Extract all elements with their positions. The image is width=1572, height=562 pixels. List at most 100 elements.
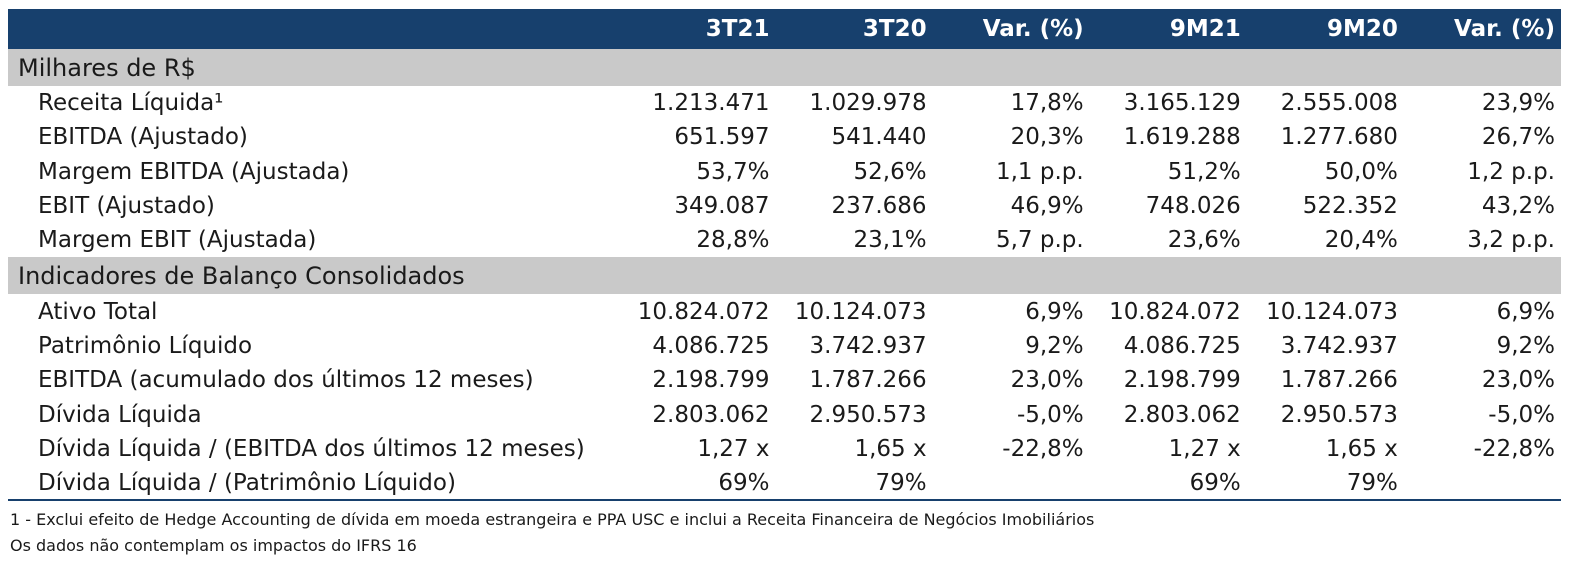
row-label: Dívida Líquida / (EBITDA dos últimos 12 …	[38, 435, 585, 462]
table-cell: 10.124.073	[1266, 298, 1398, 325]
row-label: EBIT (Ajustado)	[38, 193, 215, 220]
table-cell: 43,2%	[1481, 193, 1555, 220]
table-cell: 23,0%	[1481, 367, 1555, 394]
table-cell	[1403, 465, 1561, 502]
table-cell: 1.277.680	[1280, 124, 1398, 151]
table-cell: 20,4%	[1324, 227, 1398, 254]
table-cell: 5,7 p.p.	[995, 227, 1084, 254]
row-label: Margem EBITDA (Ajustada)	[38, 158, 350, 185]
row-label: Dívida Líquida / (Patrimônio Líquido)	[8, 465, 619, 502]
table-cell: 69%	[1089, 465, 1247, 502]
table-cell: 6,9%	[1496, 298, 1555, 325]
table-cell: 1,27 x	[697, 435, 770, 462]
table-cell: 51,2%	[1167, 158, 1241, 185]
table-cell: 1,27 x	[1168, 435, 1241, 462]
table-cell	[932, 465, 1090, 502]
section-title: Milhares de R$	[18, 53, 196, 82]
financial-table: 3T21 3T20 Var. (%) 9M21 9M20 Var. (%) Mi…	[8, 9, 1561, 502]
table-row: Dívida Líquida / (Patrimônio Líquido) 69%…	[8, 465, 1561, 502]
column-header-9m20: 9M20	[1326, 16, 1398, 42]
table-cell: 28,8%	[696, 227, 770, 254]
table-cell: 1,1 p.p.	[995, 158, 1084, 185]
table-cell: 9,2%	[1496, 332, 1555, 359]
table-cell: 748.026	[1145, 193, 1241, 220]
table-body: Milhares de R$ Receita Líquida¹ 1.213.471 1…	[8, 49, 1561, 502]
column-header-3t20: 3T20	[862, 16, 927, 42]
table-row: Ativo Total 10.824.072 10.124.073 6,9% 10.82…	[8, 294, 1561, 328]
row-label: Margem EBIT (Ajustada)	[38, 227, 317, 254]
table-cell: 10.124.073	[794, 298, 927, 325]
table-cell: 3.165.129	[1123, 90, 1241, 117]
table-cell: 2.555.008	[1280, 90, 1398, 117]
row-label: Patrimônio Líquido	[38, 332, 253, 359]
table-cell: 522.352	[1302, 193, 1398, 220]
table-cell: 2.950.573	[1280, 401, 1398, 428]
table-cell: 2.803.062	[652, 401, 770, 428]
table-cell: 4.086.725	[1123, 332, 1241, 359]
footnote: Os dados não contemplam os impactos do I…	[10, 536, 417, 556]
table-cell: -5,0%	[1488, 401, 1555, 428]
table-row: Patrimônio Líquido 4.086.725 3.742.937 9,2%…	[8, 329, 1561, 363]
column-header-var-ytd: Var. (%)	[1454, 16, 1555, 42]
table-cell: 2.198.799	[652, 367, 770, 394]
row-label: Ativo Total	[38, 298, 158, 325]
column-header-var-quarter: Var. (%)	[982, 16, 1084, 42]
table-cell: 17,8%	[1010, 90, 1084, 117]
table-cell: 79%	[775, 465, 933, 502]
table-cell: 20,3%	[1010, 124, 1084, 151]
table-header-row: 3T21 3T20 Var. (%) 9M21 9M20 Var. (%)	[8, 9, 1561, 49]
column-header-9m21: 9M21	[1169, 16, 1241, 42]
table-cell: 50,0%	[1324, 158, 1398, 185]
table-cell: 1.619.288	[1123, 124, 1241, 151]
table-cell: 2.950.573	[809, 401, 927, 428]
table-cell: 349.087	[674, 193, 770, 220]
table-cell: 46,9%	[1010, 193, 1084, 220]
table-row: EBIT (Ajustado) 349.087 237.686 46,9% 748.02…	[8, 189, 1561, 223]
table-cell: 1,65 x	[1325, 435, 1398, 462]
table-cell: 1,65 x	[854, 435, 927, 462]
table-row: Receita Líquida¹ 1.213.471 1.029.978 17,8% 3…	[8, 86, 1561, 120]
section-header-row: Indicadores de Balanço Consolidados	[8, 257, 1561, 295]
row-label: EBITDA (acumulado dos últimos 12 meses)	[38, 367, 534, 394]
table-cell: 3.742.937	[809, 332, 927, 359]
table-cell: 541.440	[831, 124, 927, 151]
table-row: Dívida Líquida 2.803.062 2.950.573 -5,0% 2.8…	[8, 397, 1561, 431]
row-label: Dívida Líquida	[38, 401, 202, 428]
section-title: Indicadores de Balanço Consolidados	[18, 261, 465, 290]
table-cell: 3,2 p.p.	[1467, 227, 1555, 254]
row-label: EBITDA (Ajustado)	[38, 124, 248, 151]
table-cell: 2.803.062	[1123, 401, 1241, 428]
table-cell: 1.029.978	[809, 90, 927, 117]
table-cell: -22,8%	[1473, 435, 1555, 462]
financial-summary: 3T21 3T20 Var. (%) 9M21 9M20 Var. (%) Mi…	[8, 9, 1561, 559]
section-header-row: Milhares de R$	[8, 49, 1561, 86]
table-cell: 23,1%	[853, 227, 927, 254]
table-cell: 23,9%	[1481, 90, 1555, 117]
table-cell: 1.787.266	[1280, 367, 1398, 394]
table-cell: 2.198.799	[1123, 367, 1241, 394]
table-cell: 52,6%	[853, 158, 927, 185]
table-cell: 237.686	[831, 193, 927, 220]
table-cell: 10.824.072	[1109, 298, 1241, 325]
table-row: Margem EBITDA (Ajustada) 53,7% 52,6% 1,1 p.…	[8, 155, 1561, 189]
table-cell: 26,7%	[1481, 124, 1555, 151]
table-row: Dívida Líquida / (EBITDA dos últimos 12 …	[8, 432, 1561, 466]
table-cell: 1,2 p.p.	[1467, 158, 1555, 185]
table-row: EBITDA (Ajustado) 651.597 541.440 20,3% 1.61…	[8, 120, 1561, 154]
table-row: EBITDA (acumulado dos últimos 12 meses) 2…	[8, 363, 1561, 397]
table-cell: 1.213.471	[652, 90, 770, 117]
column-header-label	[8, 9, 618, 49]
table-cell: 3.742.937	[1280, 332, 1398, 359]
table-cell: 1.787.266	[809, 367, 927, 394]
column-header-3t21: 3T21	[705, 16, 770, 42]
table-row: Margem EBIT (Ajustada) 28,8% 23,1% 5,7 p.p.…	[8, 223, 1561, 257]
table-cell: 651.597	[674, 124, 770, 151]
footnotes: 1 - Exclui efeito de Hedge Accounting de…	[8, 507, 1561, 559]
table-cell: 69%	[618, 465, 776, 502]
table-cell: 4.086.725	[652, 332, 770, 359]
table-cell: 10.824.072	[637, 298, 770, 325]
table-cell: 53,7%	[696, 158, 770, 185]
table-cell: 6,9%	[1025, 298, 1084, 325]
table-cell: 23,6%	[1167, 227, 1241, 254]
table-cell: 23,0%	[1010, 367, 1084, 394]
